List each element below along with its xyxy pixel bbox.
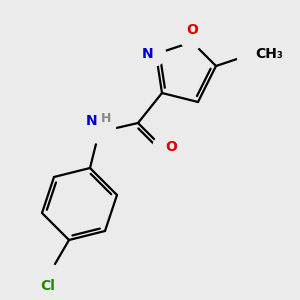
Text: Cl: Cl [40,279,56,293]
Circle shape [153,135,177,159]
Circle shape [237,36,273,72]
Circle shape [33,264,63,294]
Text: O: O [165,140,177,154]
Text: O: O [186,23,198,38]
Circle shape [82,110,116,143]
Text: N: N [86,114,98,128]
Circle shape [180,26,204,50]
Text: CH₃: CH₃ [255,47,283,61]
Circle shape [142,42,166,66]
Text: N: N [142,47,154,61]
Text: H: H [100,112,111,125]
